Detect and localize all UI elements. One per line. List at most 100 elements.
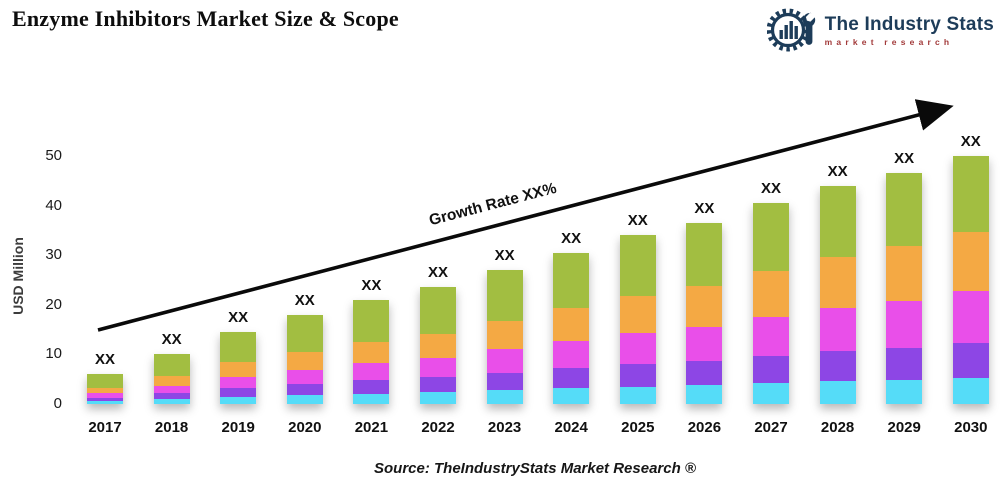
bar-2026-segment-cyan (686, 385, 723, 404)
x-tick-label-2028: 2028 (820, 419, 855, 436)
bar-2027-segment-cyan (753, 383, 789, 404)
bar-2020-segment-purple (286, 384, 323, 396)
bar-value-label-2023: XX (494, 247, 515, 265)
y-tick-label-40: 40 (45, 196, 62, 214)
stacked-bar-2018 (153, 354, 190, 404)
bar-2030-segment-cyan (952, 378, 989, 404)
bar-2026-segment-magenta (686, 326, 723, 361)
page-title: Enzyme Inhibitors Market Size & Scope (12, 6, 399, 31)
bar-2025-segment-magenta (619, 333, 656, 364)
bar-2021-segment-cyan (353, 393, 390, 404)
brand-logo: The Industry Stats market research (766, 4, 994, 57)
bar-2025-segment-green (619, 235, 656, 297)
bar-2023-segment-orange (486, 321, 523, 350)
bar-2030-segment-green (952, 156, 989, 232)
bar-value-label-2019: XX (228, 309, 249, 327)
bar-2026-segment-purple (686, 360, 723, 386)
bar-2022-segment-green (420, 287, 456, 334)
bar-2019-segment-magenta (220, 376, 257, 388)
x-tick-label-2026: 2026 (687, 419, 722, 436)
stacked-bar-2021 (353, 299, 390, 404)
bar-2030-segment-magenta (952, 291, 989, 344)
bar-2020-segment-orange (286, 352, 323, 371)
y-tick-label-20: 20 (45, 295, 62, 313)
stacked-bar-2030 (952, 156, 989, 404)
bar-2018-segment-purple (153, 393, 190, 399)
bar-2028-segment-green (819, 185, 856, 258)
bar-2025-segment-cyan (619, 386, 656, 404)
bar-2028-segment-purple (819, 351, 856, 382)
x-tick-label-2025: 2025 (621, 419, 655, 436)
bar-2024-segment-magenta (553, 340, 590, 368)
x-tick-label-2030: 2030 (954, 419, 988, 436)
bar-2022-segment-orange (420, 333, 456, 358)
x-tick-label-2022: 2022 (421, 419, 455, 436)
bar-2020-segment-cyan (286, 395, 323, 404)
stacked-bar-2024 (553, 252, 590, 404)
bar-2021-segment-orange (353, 341, 390, 364)
x-tick-label-2017: 2017 (88, 419, 122, 436)
bar-2029-segment-orange (886, 246, 923, 301)
bar-2018-segment-orange (153, 376, 190, 386)
bar-value-label-2027: XX (760, 180, 781, 198)
x-tick-label-2021: 2021 (354, 419, 389, 436)
stacked-bar-2019 (220, 332, 257, 404)
bar-2028-segment-cyan (819, 381, 856, 404)
bar-value-label-2028: XX (827, 162, 848, 180)
bar-2019-segment-green (220, 332, 257, 363)
bar-2022-segment-magenta (420, 357, 456, 378)
bar-2029-segment-magenta (886, 300, 923, 348)
bar-2023-segment-magenta (486, 349, 523, 373)
y-tick-label-0: 0 (53, 395, 62, 412)
bar-2024-segment-green (553, 252, 590, 309)
bar-2019-segment-purple (220, 387, 257, 397)
stacked-bar-2017 (87, 374, 123, 404)
stacked-bar-2022 (420, 287, 456, 404)
bar-2024-segment-orange (553, 308, 590, 341)
bar-2023-segment-cyan (486, 390, 523, 404)
bar-2024-segment-cyan (553, 388, 590, 404)
bar-2020-segment-magenta (286, 370, 323, 385)
stacked-bar-2028 (819, 185, 856, 404)
x-tick-label-2029: 2029 (887, 419, 921, 436)
bar-2027-segment-orange (753, 271, 789, 318)
bar-value-label-2026: XX (694, 199, 715, 217)
x-tick-label-2027: 2027 (754, 419, 788, 436)
stacked-bar-2020 (286, 314, 323, 404)
bar-2026-segment-green (686, 222, 723, 286)
bar-2017-segment-purple (87, 397, 123, 401)
bar-2029-segment-purple (886, 347, 923, 380)
bar-2022-segment-cyan (420, 392, 456, 404)
bar-2027-segment-magenta (753, 317, 789, 356)
bar-2019-segment-orange (220, 362, 257, 377)
x-tick-label-2019: 2019 (221, 419, 255, 436)
bar-2021-segment-green (353, 299, 390, 342)
bar-2022-segment-purple (420, 377, 456, 393)
x-tick-label-2018: 2018 (154, 419, 189, 436)
bar-value-label-2018: XX (161, 331, 182, 349)
bar-2027-segment-purple (753, 355, 789, 384)
x-tick-label-2024: 2024 (554, 419, 588, 436)
bar-2018-segment-green (153, 354, 190, 377)
stacked-bar-2025 (619, 235, 656, 404)
bar-2028-segment-orange (819, 257, 856, 308)
bar-value-label-2022: XX (427, 264, 448, 282)
bar-value-label-2021: XX (361, 276, 382, 294)
x-tick-label-2023: 2023 (487, 419, 522, 436)
stacked-bar-2029 (886, 173, 923, 404)
x-tick-label-2020: 2020 (288, 419, 322, 436)
y-tick-label-10: 10 (45, 345, 62, 363)
bar-2018-segment-cyan (153, 399, 190, 404)
bar-2019-segment-cyan (220, 396, 257, 404)
y-tick-label-50: 50 (45, 147, 62, 164)
bar-2030-segment-purple (952, 343, 989, 379)
bar-2017-segment-magenta (87, 393, 123, 398)
logo-name: The Industry Stats (824, 13, 994, 35)
bar-2017-segment-orange (87, 387, 123, 394)
logo-text: The Industry Stats market research (824, 13, 994, 47)
bar-2020-segment-green (286, 314, 323, 353)
y-axis-title: USD Million (10, 237, 26, 315)
bar-2017-segment-cyan (87, 400, 123, 404)
bar-value-label-2029: XX (894, 150, 915, 168)
